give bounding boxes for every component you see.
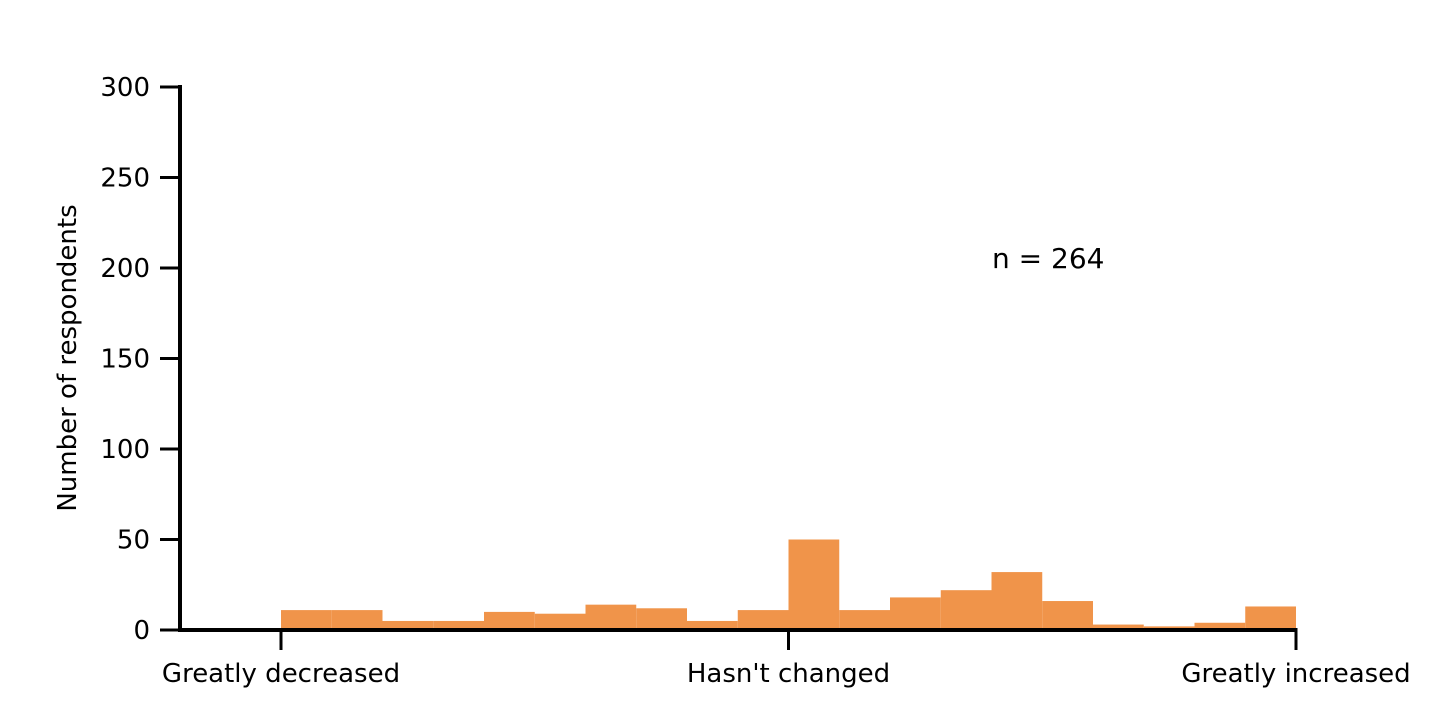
histogram-bar (1093, 624, 1144, 630)
histogram-bar (1194, 622, 1246, 630)
histogram-bar (382, 620, 434, 630)
y-tick-label: 50 (117, 526, 150, 556)
y-tick-label: 300 (100, 73, 150, 103)
histogram-bar (636, 608, 687, 630)
y-tick-label: 100 (100, 435, 150, 465)
y-tick-label: 200 (100, 254, 150, 284)
x-axis: Greatly decreased Hasn't changed Greatly i… (162, 628, 1411, 689)
histogram-bar (281, 610, 332, 630)
histogram-bar (940, 590, 992, 630)
histogram-bar (839, 610, 890, 630)
x-tick-label: Hasn't changed (687, 659, 890, 689)
histogram-bar (484, 611, 535, 630)
histogram-bar (788, 539, 840, 630)
y-axis-label: Number of respondents (53, 204, 83, 511)
y-tick-label: 250 (100, 164, 150, 194)
histogram-bar (737, 610, 789, 630)
sample-size-annotation: n = 264 (992, 242, 1104, 275)
x-tick-label: Greatly decreased (162, 659, 400, 689)
histogram-bar (890, 597, 941, 630)
histogram-bar (991, 572, 1043, 630)
y-tick-label: 0 (133, 616, 150, 646)
histogram-bar (534, 613, 586, 630)
bars-group (281, 539, 1296, 630)
histogram-bar (1042, 601, 1093, 630)
x-tick-label: Greatly increased (1181, 659, 1410, 689)
y-axis: 0 50 100 150 200 250 300 (100, 73, 182, 646)
y-tick-label: 150 (100, 345, 150, 375)
histogram-bar (687, 620, 738, 630)
histogram-bar (1245, 606, 1296, 630)
histogram-bar (331, 610, 383, 630)
histogram-bar (433, 620, 484, 630)
histogram-bar (585, 604, 637, 630)
